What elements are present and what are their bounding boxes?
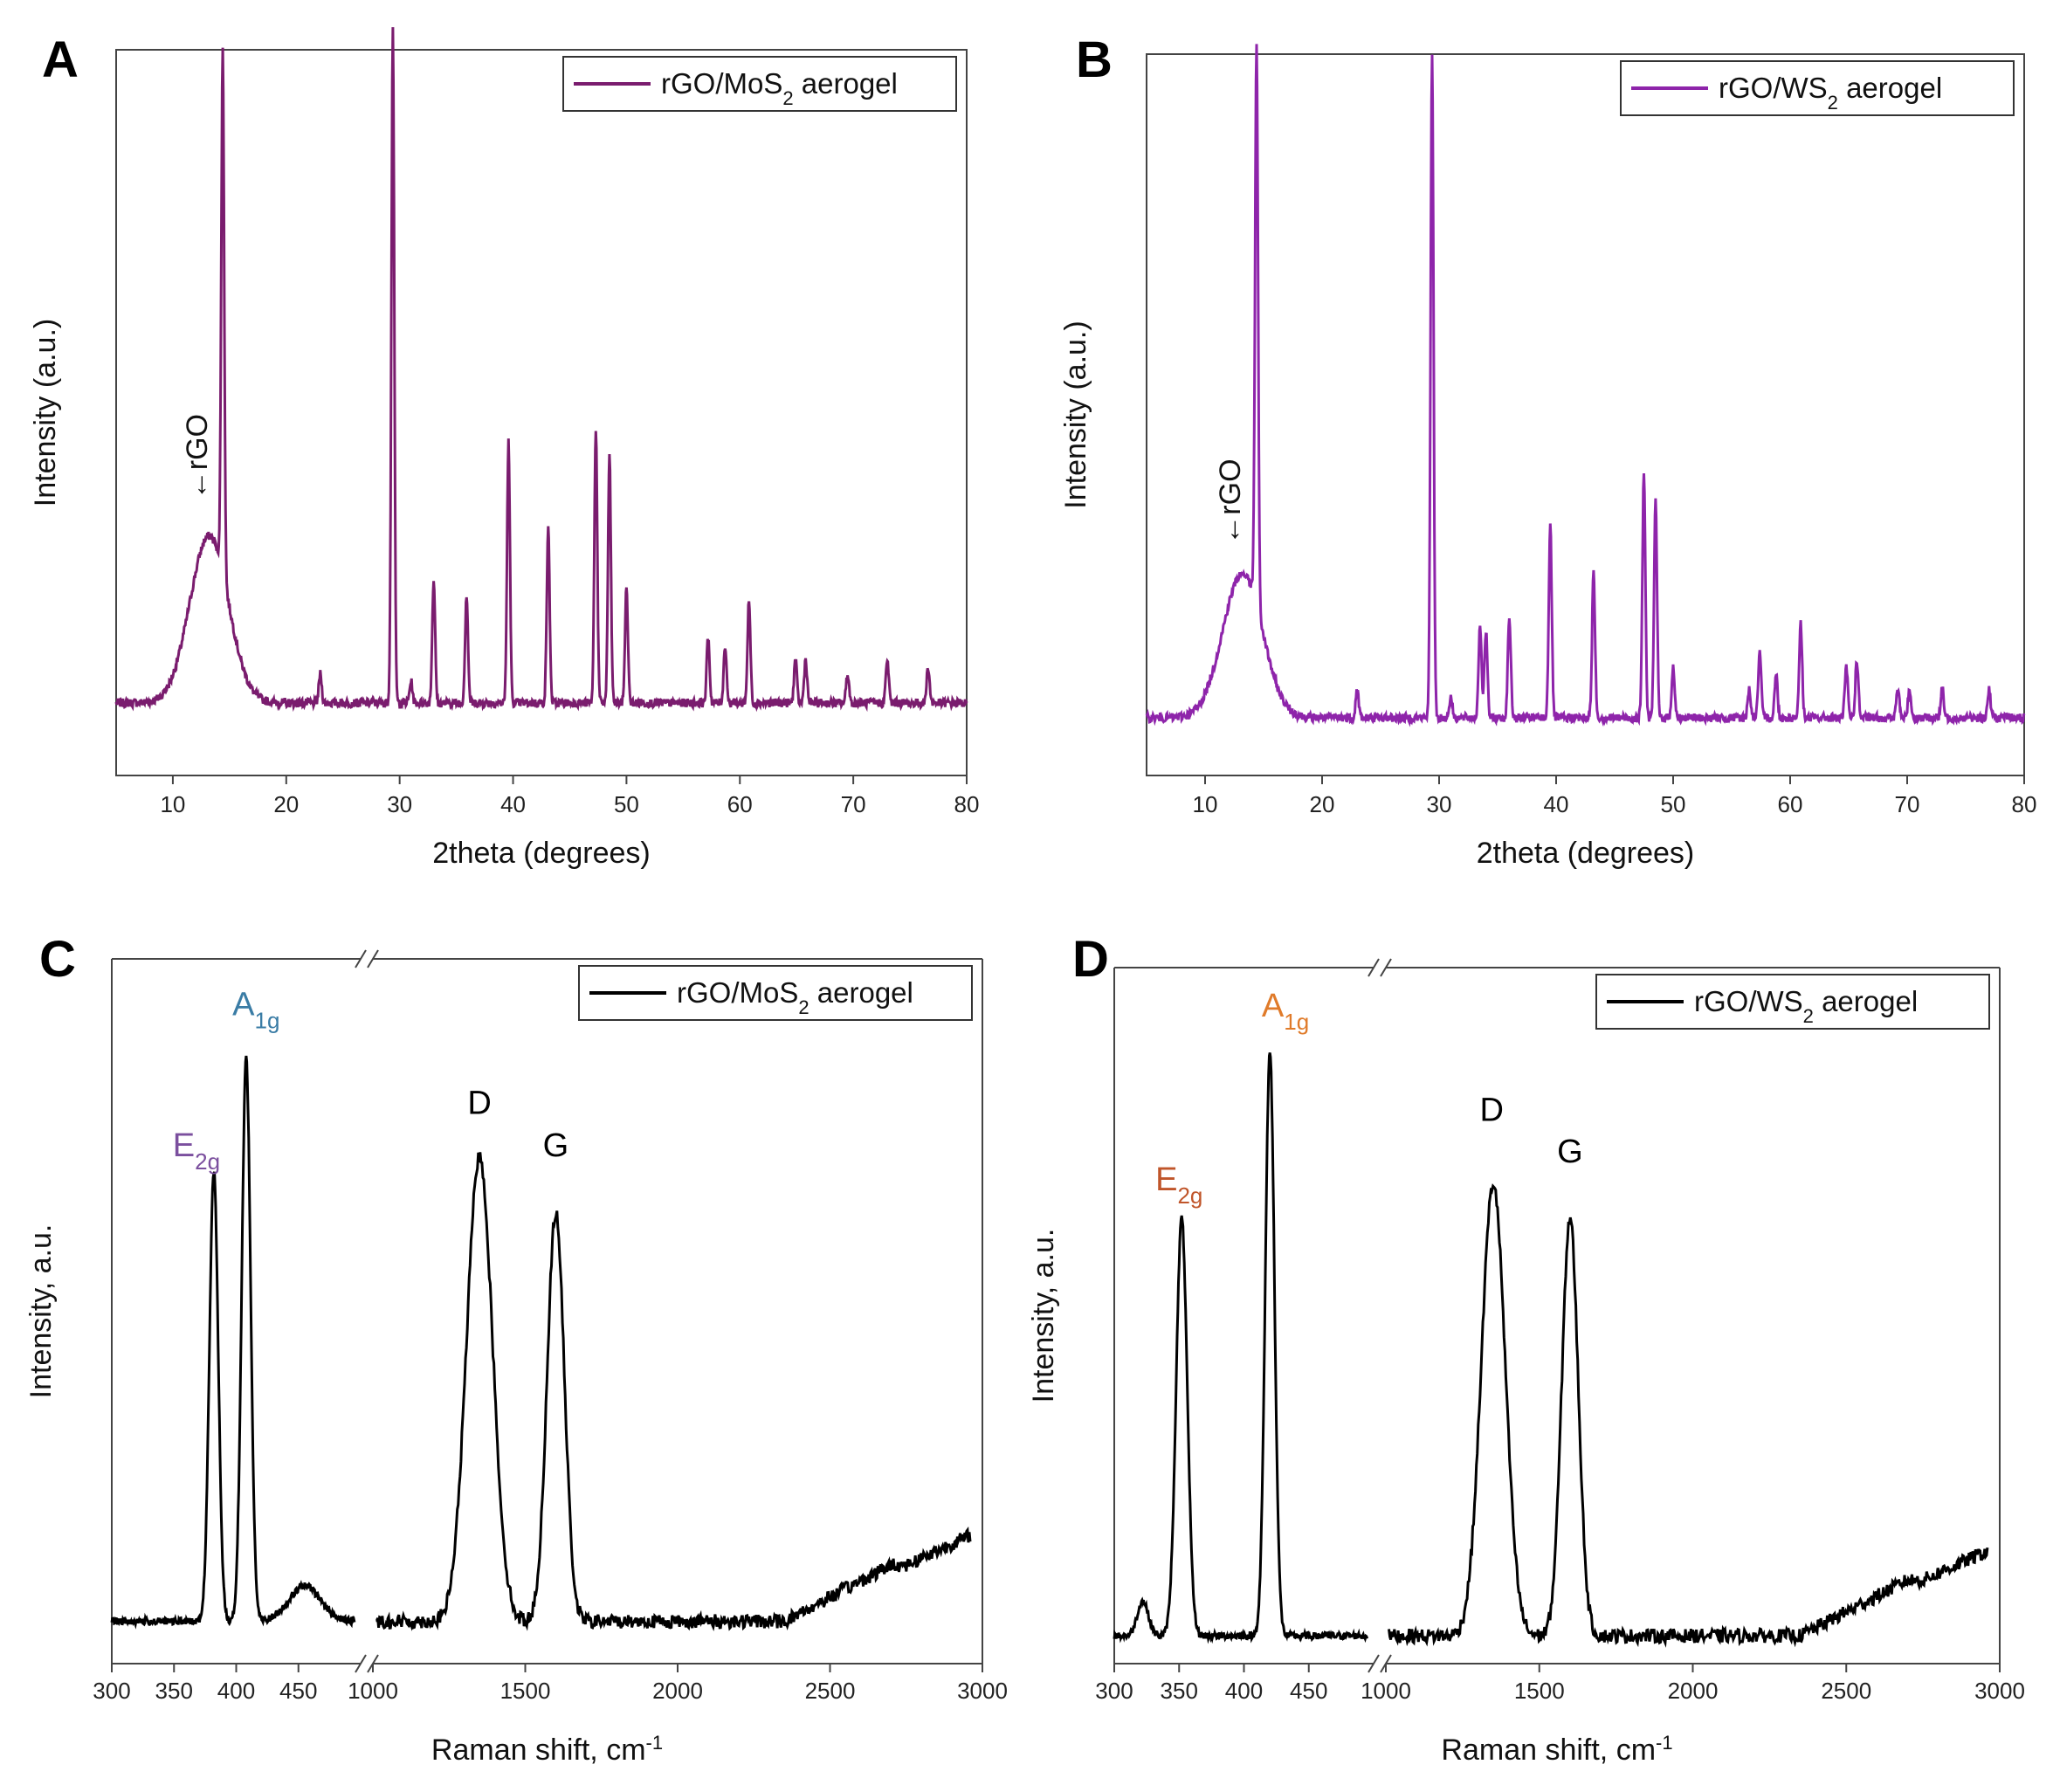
panel-A-x-axis-label: 2theta (degrees) bbox=[432, 837, 651, 870]
panel-B: 10 20 30 40 50 60 70 80 2theta (degrees) Intensit… bbox=[1059, 31, 2036, 870]
panel-A-x-tick-label-80: 80 bbox=[954, 791, 980, 817]
panel-A: 10 20 30 40 50 60 70 80 2theta (degrees) Intensit… bbox=[29, 27, 979, 870]
panel-A-xrd-line bbox=[114, 27, 968, 713]
panel-A-x-tick-label-40: 40 bbox=[500, 791, 526, 817]
panel-C-x-tick-label-1500: 1500 bbox=[500, 1678, 551, 1704]
panel-C-axis-break-mark bbox=[355, 1654, 367, 1673]
panel-D-letter: D bbox=[1072, 931, 1109, 988]
panel-B-legend-label: rGO/WS2 aerogel bbox=[1719, 72, 1942, 114]
panel-C-peak-label-d: D bbox=[467, 1086, 491, 1122]
panel-B-x-tick-label-30: 30 bbox=[1427, 791, 1452, 817]
panel-C-peak-label-e2g: E2g bbox=[173, 1127, 220, 1175]
panel-D-x-tick-label-3000: 3000 bbox=[1974, 1678, 2025, 1704]
panel-D-peak-label-a1g: A1g bbox=[1262, 988, 1309, 1035]
panel-D-peak-label-d: D bbox=[1480, 1092, 1504, 1128]
panel-C-peak-label-a1g: A1g bbox=[232, 987, 279, 1034]
panel-B-x-tick-label-20: 20 bbox=[1310, 791, 1335, 817]
panel-D-x-tick-label-2000: 2000 bbox=[1668, 1678, 1719, 1704]
panel-B-x-axis-label: 2theta (degrees) bbox=[1477, 837, 1695, 870]
panel-D-raman-line-high bbox=[1388, 1183, 1989, 1648]
panel-D-x-axis-label: Raman shift, cm-1 bbox=[1441, 1732, 1672, 1768]
panel-A-letter: A bbox=[42, 31, 79, 88]
panel-D-x-tick-label-1500: 1500 bbox=[1514, 1678, 1565, 1704]
panel-D: 300 350 400 450 1000 1500 2000 2500 3000 Raman sh… bbox=[1027, 931, 2025, 1767]
panel-D-axis-break-mark bbox=[1368, 958, 1380, 977]
panel-A-x-tick-label-30: 30 bbox=[387, 791, 412, 817]
panel-C-raman-line-low bbox=[110, 1055, 356, 1630]
panel-C-x-tick-label-450: 450 bbox=[279, 1678, 317, 1704]
panel-C-x-tick-label-2000: 2000 bbox=[652, 1678, 703, 1704]
panel-C-legend-label: rGO/MoS2 aerogel bbox=[677, 976, 913, 1018]
panel-D-x-tick-label-300: 300 bbox=[1095, 1678, 1133, 1704]
panel-C-x-tick-label-350: 350 bbox=[155, 1678, 193, 1704]
panel-C-y-axis-label: Intensity, a.u. bbox=[24, 1224, 58, 1399]
panel-A-x-tick-label-60: 60 bbox=[727, 791, 753, 817]
panel-C-axis-break-mark bbox=[355, 949, 367, 968]
panel-A-y-axis-label: Intensity (a.u.) bbox=[29, 319, 62, 507]
panel-A-legend-label: rGO/MoS2 aerogel bbox=[661, 67, 898, 109]
panel-D-peak-label-g: G bbox=[1557, 1134, 1583, 1170]
panel-B-y-axis-label: Intensity (a.u.) bbox=[1059, 320, 1092, 508]
panel-D-x-tick-label-400: 400 bbox=[1225, 1678, 1263, 1704]
panel-A-rgo-annotation: ←rGO bbox=[181, 414, 214, 500]
panel-B-x-tick-label-70: 70 bbox=[1895, 791, 1920, 817]
panel-C-x-tick-label-400: 400 bbox=[217, 1678, 255, 1704]
panel-C: 300 350 400 450 1000 1500 2000 2500 3000 Raman sh… bbox=[24, 931, 1008, 1767]
panel-C-x-tick-label-3000: 3000 bbox=[957, 1678, 1008, 1704]
panel-B-x-tick-label-10: 10 bbox=[1193, 791, 1218, 817]
panel-C-raman-line-high bbox=[375, 1152, 972, 1631]
panel-B-x-tick-label-80: 80 bbox=[2012, 791, 2037, 817]
panel-A-x-tick-label-50: 50 bbox=[614, 791, 639, 817]
panel-B-x-tick-label-60: 60 bbox=[1778, 791, 1803, 817]
panel-D-legend-label: rGO/WS2 aerogel bbox=[1694, 985, 1918, 1027]
panel-C-axis-break-mark bbox=[367, 949, 379, 968]
panel-D-legend: rGO/WS2 aerogel bbox=[1595, 974, 1990, 1030]
panel-A-x-tick-label-70: 70 bbox=[841, 791, 866, 817]
panel-A-x-tick-label-10: 10 bbox=[160, 791, 185, 817]
panel-C-x-tick-label-1000: 1000 bbox=[348, 1678, 398, 1704]
panel-D-y-axis-label: Intensity, a.u. bbox=[1027, 1229, 1060, 1403]
panel-A-plot-frame bbox=[115, 49, 968, 776]
panel-C-x-tick-label-300: 300 bbox=[93, 1678, 130, 1704]
panel-D-x-tick-label-450: 450 bbox=[1290, 1678, 1327, 1704]
panel-A-legend: rGO/MoS2 aerogel bbox=[562, 56, 957, 112]
panel-D-x-tick-label-2500: 2500 bbox=[1821, 1678, 1871, 1704]
panel-B-legend: rGO/WS2 aerogel bbox=[1620, 60, 2015, 116]
panel-C-letter: C bbox=[39, 931, 76, 988]
panel-A-x-tick-label-20: 20 bbox=[273, 791, 299, 817]
panel-B-letter: B bbox=[1076, 31, 1113, 88]
panel-C-peak-label-g: G bbox=[543, 1127, 569, 1164]
panel-D-axis-break-mark bbox=[1380, 958, 1392, 977]
panel-B-plot-frame bbox=[1146, 53, 2025, 776]
panel-D-x-tick-label-350: 350 bbox=[1161, 1678, 1198, 1704]
panel-D-axis-break-mark bbox=[1368, 1654, 1380, 1673]
panel-B-xrd-line bbox=[1145, 44, 2026, 727]
panel-D-x-tick-label-1000: 1000 bbox=[1361, 1678, 1411, 1704]
panel-B-x-tick-label-50: 50 bbox=[1661, 791, 1686, 817]
panel-D-raman-line-low bbox=[1113, 1052, 1369, 1644]
panel-C-x-tick-label-2500: 2500 bbox=[805, 1678, 856, 1704]
panel-B-rgo-annotation: ←rGO bbox=[1214, 458, 1247, 544]
panel-C-legend: rGO/MoS2 aerogel bbox=[578, 965, 973, 1021]
panel-D-peak-label-e2g: E2g bbox=[1155, 1161, 1202, 1209]
panel-B-x-tick-label-40: 40 bbox=[1544, 791, 1569, 817]
panel-C-x-axis-label: Raman shift, cm-1 bbox=[431, 1732, 663, 1768]
